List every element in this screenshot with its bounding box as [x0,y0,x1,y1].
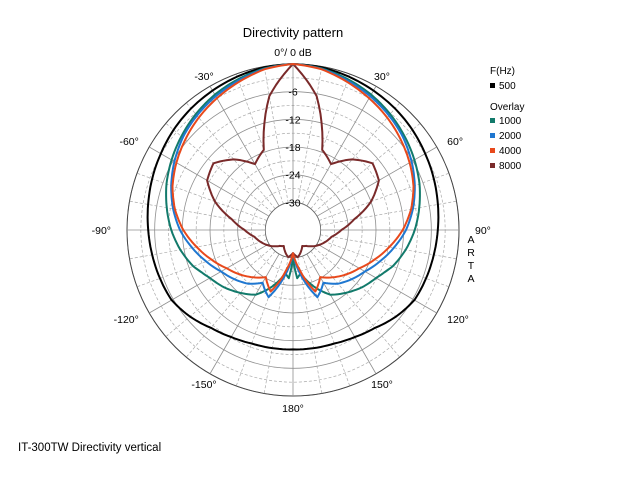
grid-spoke [316,146,437,217]
grid-spoke [235,73,284,205]
grid-spoke [320,200,457,226]
radial-tick-label: -6 [288,87,297,99]
legend-swatch-8000 [490,163,495,168]
grid-spoke [136,172,268,221]
figure-caption: IT-300TW Directivity vertical [18,442,162,454]
series-500-curve [146,63,440,351]
radial-tick-label: -18 [285,142,300,154]
grid-spoke [302,73,351,205]
grid-spoke [186,102,276,210]
grid-spoke [263,257,289,394]
angle-label: -120° [114,314,139,326]
grid-spoke [302,255,351,387]
grid-spoke [318,239,450,288]
legend-swatch-4000 [490,148,495,153]
legend-swatch-500 [490,83,495,88]
grid-spoke [235,255,284,387]
top-label: 0°/ 0 dB [274,47,311,59]
angle-label: 60° [447,136,463,148]
grid-spoke [306,253,377,374]
radial-tick-label: -24 [285,170,300,182]
series-4000-curve [171,63,415,293]
legend-entry-8000: 8000 [499,161,522,172]
radial-tick-label: -30 [285,197,300,209]
legend-entry-1000: 1000 [499,116,522,127]
grid-spoke [209,253,280,374]
legend-overlay-entries: 1000 2000 4000 8000 [490,116,522,172]
watermark-letter: A [467,234,474,246]
grid-spoke [297,257,323,394]
grid-spoke [186,250,276,358]
angle-label: -90° [92,225,111,237]
grid-spoke [165,247,273,337]
angle-label: -30° [194,71,213,83]
grid-spoke [149,146,270,217]
angle-label: 90° [475,225,491,237]
legend-header: F(Hz) [490,66,515,77]
legend-entry-500: 500 [499,81,516,92]
radial-tick-label: -12 [285,114,300,126]
watermark-letter: T [468,260,475,272]
angle-label: 30° [374,71,390,83]
angle-label: 150° [371,379,393,391]
watermark-letter: A [467,273,474,285]
angle-label: 180° [282,403,304,415]
legend-overlay-header: Overlay [490,102,524,113]
center-hole [264,201,322,259]
grid-spoke [297,66,323,203]
grid-spoke [318,172,450,221]
legend-swatch-2000 [490,133,495,138]
watermark-letter: R [467,247,475,259]
angle-label: 120° [447,314,469,326]
grid-spoke [209,86,280,207]
angle-label: -60° [119,136,138,148]
grid-spoke [306,86,377,207]
grid-spoke [263,66,289,203]
legend-swatch-1000 [490,118,495,123]
angle-label: -150° [191,379,216,391]
series-curves [146,63,440,351]
grid-spoke [310,250,400,358]
legend: F(Hz) 500 Overlay 1000 2000 4000 8000 [490,66,524,172]
grid-spoke [129,200,266,226]
legend-entry-4000: 4000 [499,146,522,157]
chart-title: Directivity pattern [243,25,343,40]
grid-spoke [313,247,421,337]
radial-tick-labels: -6 -12 -18 -24 -30 [285,87,300,210]
grid-spoke [310,102,400,210]
grid-spoke [136,239,268,288]
angle-labels: 30° 60° 90° 120° 150° 180° -150° -120° -90° -60° -… [92,71,491,415]
legend-entry-2000: 2000 [499,131,522,142]
